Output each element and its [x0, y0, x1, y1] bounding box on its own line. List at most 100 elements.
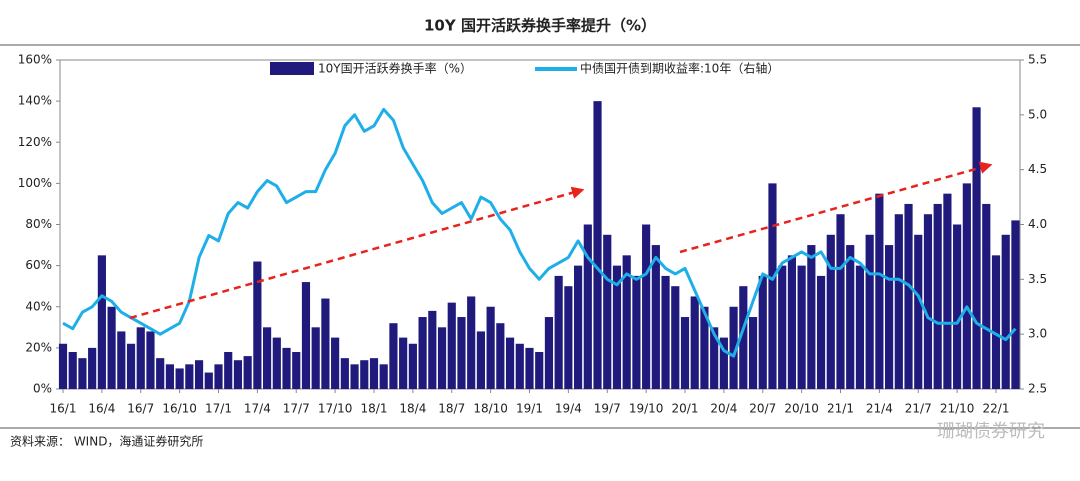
bar: [321, 298, 330, 389]
x-tick-label: 19/4: [555, 402, 582, 416]
plot-area: 0% 20% 40% 60% 80% 100% 120% 140% 160% 2.5 3.0 3.5 4…: [18, 53, 1047, 416]
bar: [554, 275, 563, 389]
bar: [224, 351, 233, 389]
bar: [642, 224, 651, 389]
bar: [515, 343, 524, 389]
x-tick-label: 20/4: [710, 402, 737, 416]
y-tick-label: 60%: [25, 258, 52, 272]
x-tick-label: 18/1: [361, 402, 388, 416]
bar: [612, 265, 622, 389]
bar: [457, 317, 466, 389]
bar: [447, 302, 456, 389]
bar: [972, 107, 981, 389]
bar: [243, 356, 252, 389]
bar: [671, 286, 680, 389]
bar: [350, 364, 359, 389]
bar: [1011, 220, 1020, 389]
y2-tick-label: 5.0: [1028, 107, 1047, 121]
bar: [991, 255, 1001, 389]
bar: [525, 347, 534, 389]
x-tick-label: 20/1: [672, 402, 699, 416]
y-tick-label: 140%: [18, 94, 52, 108]
bar: [719, 337, 728, 389]
bar: [885, 245, 894, 389]
y-tick-label: 40%: [25, 299, 52, 313]
x-tick-label: 19/7: [594, 402, 621, 416]
bar: [263, 327, 272, 389]
bar: [836, 214, 845, 389]
bar: [126, 343, 136, 389]
bar: [428, 310, 437, 389]
legend-label: 10Y国开活跃券换手率（%）: [318, 61, 472, 76]
x-tick-label: 20/10: [784, 402, 819, 416]
bar: [437, 327, 447, 389]
bar: [943, 193, 952, 389]
bar: [331, 337, 340, 389]
bar: [165, 364, 174, 389]
bar: [476, 331, 485, 389]
bar: [622, 255, 631, 389]
bar: [603, 234, 612, 389]
bar: [710, 327, 719, 389]
bar: [923, 214, 933, 389]
bar: [136, 327, 145, 389]
legend-label: 中债国开债到期收益率:10年（右轴）: [580, 61, 779, 76]
bar: [214, 364, 223, 389]
bar: [58, 343, 68, 389]
x-tick-label: 19/10: [629, 402, 664, 416]
bar: [748, 317, 758, 389]
bar: [729, 306, 738, 389]
bar: [914, 234, 923, 389]
bar: [185, 364, 194, 389]
bar: [982, 203, 991, 389]
bar: [904, 203, 913, 389]
bar: [574, 265, 583, 389]
bar: [962, 183, 971, 389]
watermark: 珊瑚债券研究: [937, 421, 1045, 442]
x-tick-label: 17/10: [318, 402, 353, 416]
bar: [535, 351, 544, 389]
bar: [253, 261, 262, 389]
y2-tick-label: 5.5: [1028, 53, 1047, 67]
legend-swatch: [270, 62, 314, 75]
y-tick-label: 0%: [33, 382, 52, 396]
bar: [846, 245, 855, 389]
bar: [787, 255, 796, 389]
x-tick-label: 19/1: [516, 402, 543, 416]
y2-tick-label: 3.0: [1028, 327, 1047, 341]
bar: [486, 306, 495, 389]
bar: [272, 337, 281, 389]
bar: [778, 265, 787, 389]
bar: [933, 203, 942, 389]
x-tick-label: 20/7: [749, 402, 776, 416]
trend-arrow: [679, 161, 993, 254]
trend-arrow: [129, 186, 585, 320]
line: [62, 107, 1017, 358]
bar: [826, 234, 835, 389]
bar: [117, 331, 126, 389]
y2-tick-label: 3.5: [1028, 272, 1047, 286]
bar: [418, 317, 427, 389]
bar: [583, 224, 592, 389]
x-tick-label: 17/1: [205, 402, 232, 416]
bar: [875, 193, 884, 389]
bar: [632, 275, 641, 389]
x-tick-label: 21/7: [905, 402, 932, 416]
x-tick-label: 16/7: [127, 402, 154, 416]
x-tick-label: 18/4: [399, 402, 426, 416]
chart-title: 10Y 国开活跃券换手率提升（%）: [424, 17, 656, 35]
bar: [68, 351, 77, 389]
x-tick-label: 17/4: [244, 402, 271, 416]
bar: [97, 255, 106, 389]
bar: [360, 360, 369, 389]
x-tick-label: 21/4: [866, 402, 893, 416]
bar: [816, 275, 826, 389]
bar: [311, 327, 320, 389]
bar: [768, 183, 777, 389]
x-tick-label: 18/10: [473, 402, 508, 416]
bar: [175, 368, 184, 389]
bar: [282, 347, 291, 389]
bar: [865, 234, 874, 389]
bar: [593, 101, 602, 389]
